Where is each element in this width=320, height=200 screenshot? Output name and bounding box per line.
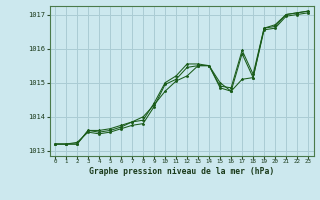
X-axis label: Graphe pression niveau de la mer (hPa): Graphe pression niveau de la mer (hPa) — [89, 167, 274, 176]
